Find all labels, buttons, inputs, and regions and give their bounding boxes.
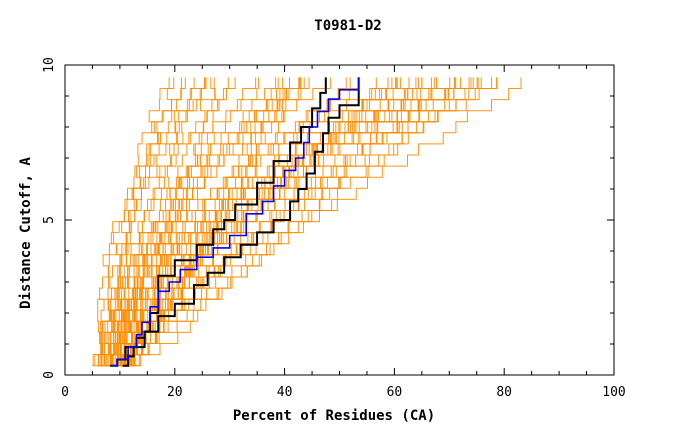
y-axis-label: Distance Cutoff, A: [18, 157, 34, 309]
y-tick-label: 0: [42, 371, 57, 379]
x-tick-label: 80: [496, 385, 512, 400]
x-tick-label: 60: [387, 385, 403, 400]
x-axis: 0 20 40 60 80 100: [61, 65, 626, 400]
selected-curve-line: [111, 77, 360, 367]
x-tick-label: 100: [602, 385, 625, 400]
selected-curve: [111, 77, 360, 367]
background-curve: [123, 77, 300, 366]
x-tick-label: 20: [167, 385, 183, 400]
background-curve: [103, 77, 401, 367]
background-curves: [92, 77, 522, 367]
x-axis-label: Percent of Residues (CA): [233, 408, 435, 424]
x-tick-label: 0: [61, 385, 69, 400]
chart-title: T0981-D2: [314, 18, 381, 34]
y-tick-label: 5: [42, 216, 57, 224]
y-axis: 0 5 10: [42, 57, 614, 379]
highlight-curve: [110, 77, 360, 367]
y-tick-label: 10: [42, 57, 57, 73]
x-tick-label: 40: [277, 385, 293, 400]
highlight-curve: [122, 77, 327, 367]
background-curve: [130, 77, 437, 367]
highlight-curves: [110, 77, 360, 367]
background-curve: [129, 77, 347, 367]
background-curve: [92, 77, 195, 367]
background-curve: [119, 77, 522, 367]
background-curve: [114, 77, 359, 366]
background-curve: [110, 77, 389, 367]
background-curve: [104, 77, 229, 367]
background-curve: [97, 77, 170, 367]
